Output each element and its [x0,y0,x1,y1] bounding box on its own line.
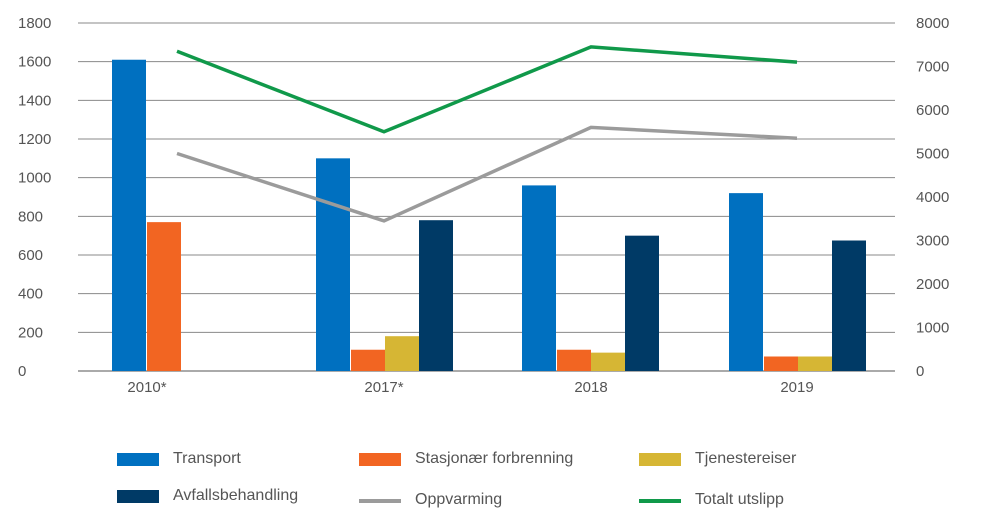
x-tick-label-2019: 2019 [780,379,813,396]
right-axis-ticks: 0 1000 2000 3000 4000 5000 6000 7000 8000 [916,15,949,380]
bar-transport-2018 [522,185,556,371]
left-tick-label: 600 [18,247,43,264]
right-tick-label: 4000 [916,189,949,206]
bar-transport-2017 [316,158,350,371]
left-tick-label: 400 [18,286,43,303]
left-tick-label: 1600 [18,54,51,71]
left-tick-label: 1200 [18,131,51,148]
left-tick-label: 1000 [18,170,51,187]
lines [176,45,798,223]
left-axis-ticks: 0 200 400 600 800 1000 1200 1400 1600 1800 [18,15,51,380]
x-tick-label-2018: 2018 [574,379,607,396]
right-tick-label: 8000 [916,15,949,32]
bar-avfallsbehandling-2019 [832,240,866,371]
right-tick-label: 5000 [916,146,949,163]
x-axis-labels: 2010* 2017* 2018 2019 [127,379,813,396]
x-tick-label-2017: 2017* [364,379,403,396]
bar-tjenestereiser-2019 [798,356,832,371]
bars [112,59,866,371]
bar-stasjon-r-forbrenning-2019 [764,356,798,371]
right-tick-label: 0 [916,363,924,380]
bar-transport-2019 [729,193,763,371]
left-tick-label: 800 [18,208,43,225]
x-tick-label-2010: 2010* [127,379,166,396]
bar-transport-2010 [112,59,146,371]
right-tick-label: 3000 [916,233,949,250]
left-tick-label: 1400 [18,92,51,109]
left-tick-label: 1800 [18,15,51,32]
right-tick-label: 6000 [916,102,949,119]
bar-stasjon-r-forbrenning-2018 [557,349,591,371]
bar-tjenestereiser-2017 [385,336,419,371]
right-tick-label: 1000 [916,320,949,337]
left-tick-label: 0 [18,363,26,380]
bar-stasjon-r-forbrenning-2010 [147,222,181,371]
line-totalt-utslipp [176,45,798,134]
bar-avfallsbehandling-2017 [419,220,453,371]
right-tick-label: 7000 [916,59,949,76]
right-tick-label: 2000 [916,276,949,293]
line-oppvarming [176,125,798,223]
bar-avfallsbehandling-2018 [625,235,659,371]
left-tick-label: 200 [18,324,43,341]
bar-stasjon-r-forbrenning-2017 [351,349,385,371]
bar-tjenestereiser-2018 [591,352,625,371]
gridlines [78,22,895,372]
